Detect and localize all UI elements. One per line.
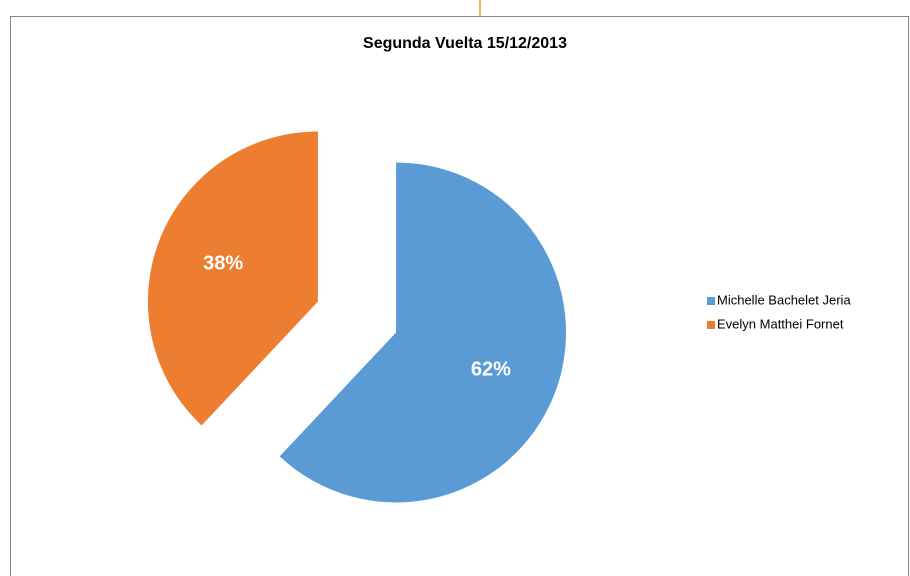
legend-label: Michelle Bachelet Jeria (717, 292, 851, 307)
data-label: 62% (471, 358, 511, 380)
data-label: 38% (203, 252, 243, 274)
pie-slice (147, 131, 318, 426)
legend-swatch (707, 297, 715, 305)
pie-slice (279, 162, 567, 503)
chart-title: Segunda Vuelta 15/12/2013 (363, 35, 567, 52)
legend-swatch (707, 321, 715, 329)
legend-label: Evelyn Matthei Fornet (717, 316, 844, 331)
